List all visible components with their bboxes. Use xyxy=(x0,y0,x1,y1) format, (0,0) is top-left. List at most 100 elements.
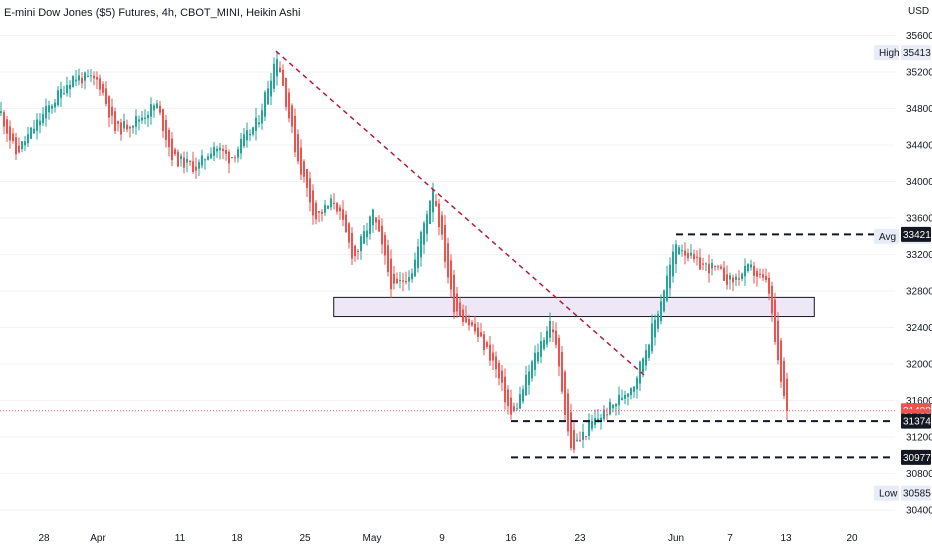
candle-body xyxy=(93,75,95,79)
candle-body xyxy=(81,77,83,84)
candle-body xyxy=(747,263,749,272)
candle-body xyxy=(414,259,416,277)
candle-body xyxy=(573,430,575,450)
price-axis: 35600 35200 34800 34400 34000 33600 33200 32800… xyxy=(906,31,932,517)
candle-body xyxy=(714,265,716,268)
candle-body xyxy=(33,128,35,134)
candle-body xyxy=(117,121,119,124)
candle-body xyxy=(294,115,296,153)
candle-body xyxy=(225,149,227,154)
candle-body xyxy=(450,260,452,290)
candle-body xyxy=(648,344,650,358)
candle-body xyxy=(240,138,242,154)
candle-body xyxy=(660,301,662,322)
candle-body xyxy=(207,156,209,160)
candle-body xyxy=(471,322,473,326)
candle-body xyxy=(63,93,65,95)
candle-body xyxy=(735,276,737,280)
candle-body xyxy=(513,406,515,412)
candle-body xyxy=(678,247,680,255)
candle-body xyxy=(552,329,554,333)
candle-body xyxy=(756,270,758,277)
y-tick-label: 31200 xyxy=(906,433,932,444)
candle-body xyxy=(39,120,41,126)
candle-body xyxy=(783,361,785,397)
y-tick-label: 35200 xyxy=(906,68,932,79)
candle-body xyxy=(504,376,506,403)
candle-body xyxy=(279,67,281,73)
candle-body xyxy=(636,377,638,390)
x-tick-label: Apr xyxy=(90,533,106,544)
candle-body xyxy=(378,219,380,232)
candle-body xyxy=(432,189,434,213)
candle-body xyxy=(48,105,50,113)
candle-body xyxy=(696,256,698,258)
candle-body xyxy=(102,83,104,93)
x-tick-label: 11 xyxy=(175,533,186,544)
candle-body xyxy=(537,352,539,362)
candle-body xyxy=(588,421,590,436)
candle-body xyxy=(285,77,287,108)
candle-body xyxy=(390,258,392,290)
candle-body xyxy=(540,341,542,357)
candle-body xyxy=(288,92,290,119)
candle-body xyxy=(612,404,614,409)
candle-body xyxy=(606,414,608,416)
x-tick-label: 13 xyxy=(780,533,792,544)
candle-body xyxy=(129,127,131,129)
candle-body xyxy=(189,160,191,163)
candle-body xyxy=(399,279,401,281)
x-tick-label: 7 xyxy=(727,533,733,544)
candle-body xyxy=(480,332,482,337)
x-tick-label: Jun xyxy=(668,533,684,544)
candle-body xyxy=(645,350,647,366)
candle-body xyxy=(228,151,230,164)
candle-body xyxy=(693,254,695,260)
candle-body xyxy=(525,374,527,396)
candle-body xyxy=(123,121,125,129)
candle-body xyxy=(18,145,20,153)
y-tick-label: 35600 xyxy=(906,31,932,42)
candle-body xyxy=(726,274,728,285)
price-tag-low: 30585 Low xyxy=(874,485,931,501)
candle-body xyxy=(21,141,23,150)
price-tag-line2: 31374 xyxy=(901,413,931,429)
candle-body xyxy=(510,397,512,415)
y-tick-label: 30800 xyxy=(906,469,932,480)
candle-body xyxy=(156,103,158,109)
candle-body xyxy=(369,216,371,234)
candle-body xyxy=(615,403,617,407)
candle-body xyxy=(339,207,341,212)
candle-body xyxy=(234,157,236,159)
candle-body xyxy=(633,386,635,392)
candle-body xyxy=(258,122,260,125)
candle-body xyxy=(591,421,593,429)
currency-label: USD xyxy=(908,6,929,17)
candle-body xyxy=(255,117,257,131)
candle-body xyxy=(456,293,458,312)
candle-body xyxy=(555,330,557,345)
y-tick-label: 34400 xyxy=(906,141,932,152)
candle-body xyxy=(66,85,68,94)
price-tag-value: 33421 xyxy=(903,230,931,241)
candle-body xyxy=(447,243,449,278)
trendline-line xyxy=(275,50,645,376)
candle-body xyxy=(72,75,74,87)
candle-body xyxy=(603,409,605,419)
candle-body xyxy=(396,278,398,284)
candle-body xyxy=(738,278,740,280)
candle-body xyxy=(459,302,461,317)
candle-body xyxy=(216,148,218,152)
candle-body xyxy=(168,129,170,148)
candle-body xyxy=(96,77,98,80)
price-tag-line3: 30977 xyxy=(901,449,931,465)
candle-body xyxy=(393,273,395,284)
candle-body xyxy=(99,78,101,90)
candle-body xyxy=(462,309,464,322)
candle-body xyxy=(411,273,413,280)
candle-body xyxy=(144,117,146,119)
candle-body xyxy=(345,214,347,233)
candle-body xyxy=(690,252,692,256)
